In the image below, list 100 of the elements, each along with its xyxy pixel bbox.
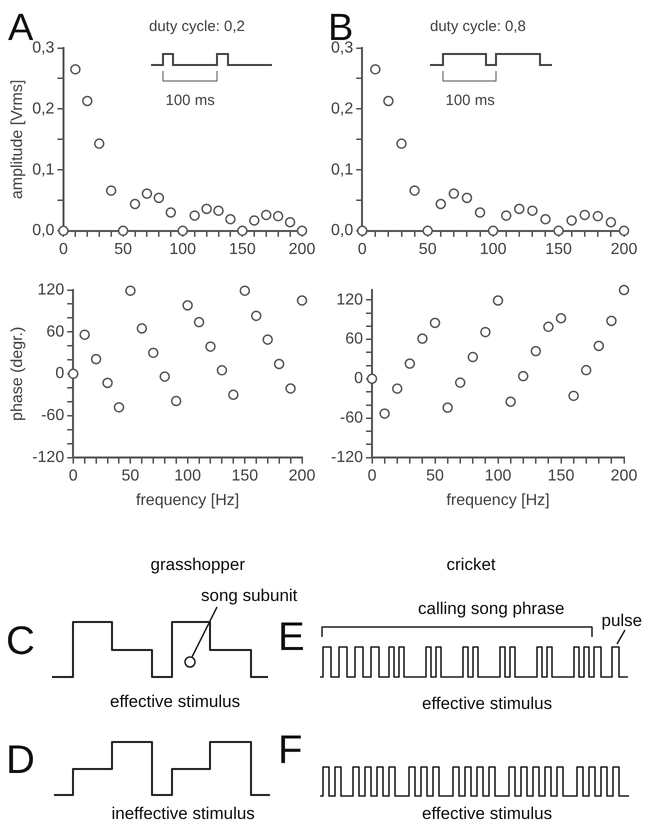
point <box>296 295 308 306</box>
point <box>530 346 542 356</box>
text: effective stimulus <box>110 692 240 710</box>
x-tick-label: 150 <box>548 468 574 485</box>
point <box>356 226 368 236</box>
point <box>272 210 284 222</box>
point <box>213 205 224 216</box>
y-tick-label: -60 <box>41 407 64 424</box>
point <box>568 390 579 402</box>
point <box>79 329 90 340</box>
point <box>540 214 551 224</box>
point <box>136 323 148 334</box>
y-tick-label: -120 <box>32 449 64 466</box>
point <box>201 204 212 214</box>
point <box>159 371 170 382</box>
point <box>240 285 250 296</box>
point <box>118 226 128 236</box>
point <box>404 358 416 369</box>
point <box>225 214 236 224</box>
y-tick-label: 0,1 <box>32 161 55 178</box>
text: calling song phrase <box>418 598 564 618</box>
y-tick-label: 60 <box>46 323 64 340</box>
text: ineffective stimulus <box>112 804 255 822</box>
point <box>492 295 504 306</box>
point <box>480 326 491 338</box>
x-tick-label: 150 <box>231 468 258 485</box>
text: duty cycle: 0,8 <box>430 18 526 34</box>
point <box>142 188 152 199</box>
x-axis-title: frequency [Hz] <box>446 492 550 509</box>
point <box>462 192 472 204</box>
text: effective stimulus <box>422 804 552 822</box>
y-tick-label: 0,3 <box>330 39 354 56</box>
point <box>514 204 525 214</box>
y-axis-title: amplitude [Vrms] <box>9 80 26 200</box>
point <box>94 138 104 149</box>
y-tick-label: 0,2 <box>32 100 55 118</box>
x-tick-label: 100 <box>169 240 196 258</box>
x-tick-label: 200 <box>610 468 638 485</box>
point <box>618 284 630 296</box>
point <box>594 340 604 352</box>
point <box>228 390 239 400</box>
point <box>606 316 617 326</box>
point <box>194 316 204 328</box>
point <box>125 285 136 296</box>
point <box>154 192 164 204</box>
point <box>468 352 478 362</box>
point <box>436 198 446 210</box>
point <box>422 226 433 236</box>
point <box>500 210 512 221</box>
point <box>366 373 378 384</box>
point <box>148 348 159 358</box>
point <box>106 185 116 196</box>
point <box>130 198 140 210</box>
text: C <box>6 619 35 663</box>
y-tick-label: 0,0 <box>330 222 354 240</box>
x-tick-label: 50 <box>418 240 437 258</box>
y-tick-label: 120 <box>336 291 364 308</box>
point <box>70 64 81 75</box>
point <box>205 341 216 352</box>
chart-title: A <box>8 7 34 49</box>
point <box>260 210 272 220</box>
point <box>177 226 188 236</box>
point <box>216 365 228 376</box>
point <box>68 368 78 380</box>
point <box>396 138 407 149</box>
point <box>505 396 516 407</box>
point <box>379 408 390 419</box>
point <box>606 217 616 228</box>
point <box>392 383 402 394</box>
point <box>474 207 486 218</box>
point <box>442 402 453 413</box>
text: pulse <box>602 610 642 630</box>
x-tick-label: 100 <box>484 468 512 485</box>
x-tick-label: 0 <box>368 468 377 485</box>
point <box>454 377 466 388</box>
point <box>170 396 182 406</box>
point <box>370 64 381 75</box>
y-tick-label: -120 <box>330 449 364 466</box>
point <box>543 322 554 332</box>
text: E <box>278 615 305 659</box>
point <box>580 364 592 376</box>
point <box>166 207 176 218</box>
point <box>250 310 262 322</box>
point <box>274 358 284 370</box>
point <box>102 378 113 388</box>
point <box>249 215 260 226</box>
y-tick-label: 0,2 <box>330 100 354 118</box>
point <box>262 334 273 345</box>
x-tick-label: 200 <box>288 240 316 258</box>
point <box>284 217 296 228</box>
annotation: 100 ms <box>446 92 495 108</box>
point <box>182 300 193 311</box>
point <box>430 318 440 328</box>
point <box>488 226 498 236</box>
point <box>518 370 528 382</box>
y-tick-label: 0,3 <box>32 39 55 56</box>
y-tick-label: 120 <box>38 281 64 298</box>
text: effective stimulus <box>422 694 552 712</box>
y-tick-label: 0 <box>55 365 64 382</box>
x-tick-label: 200 <box>288 468 316 485</box>
